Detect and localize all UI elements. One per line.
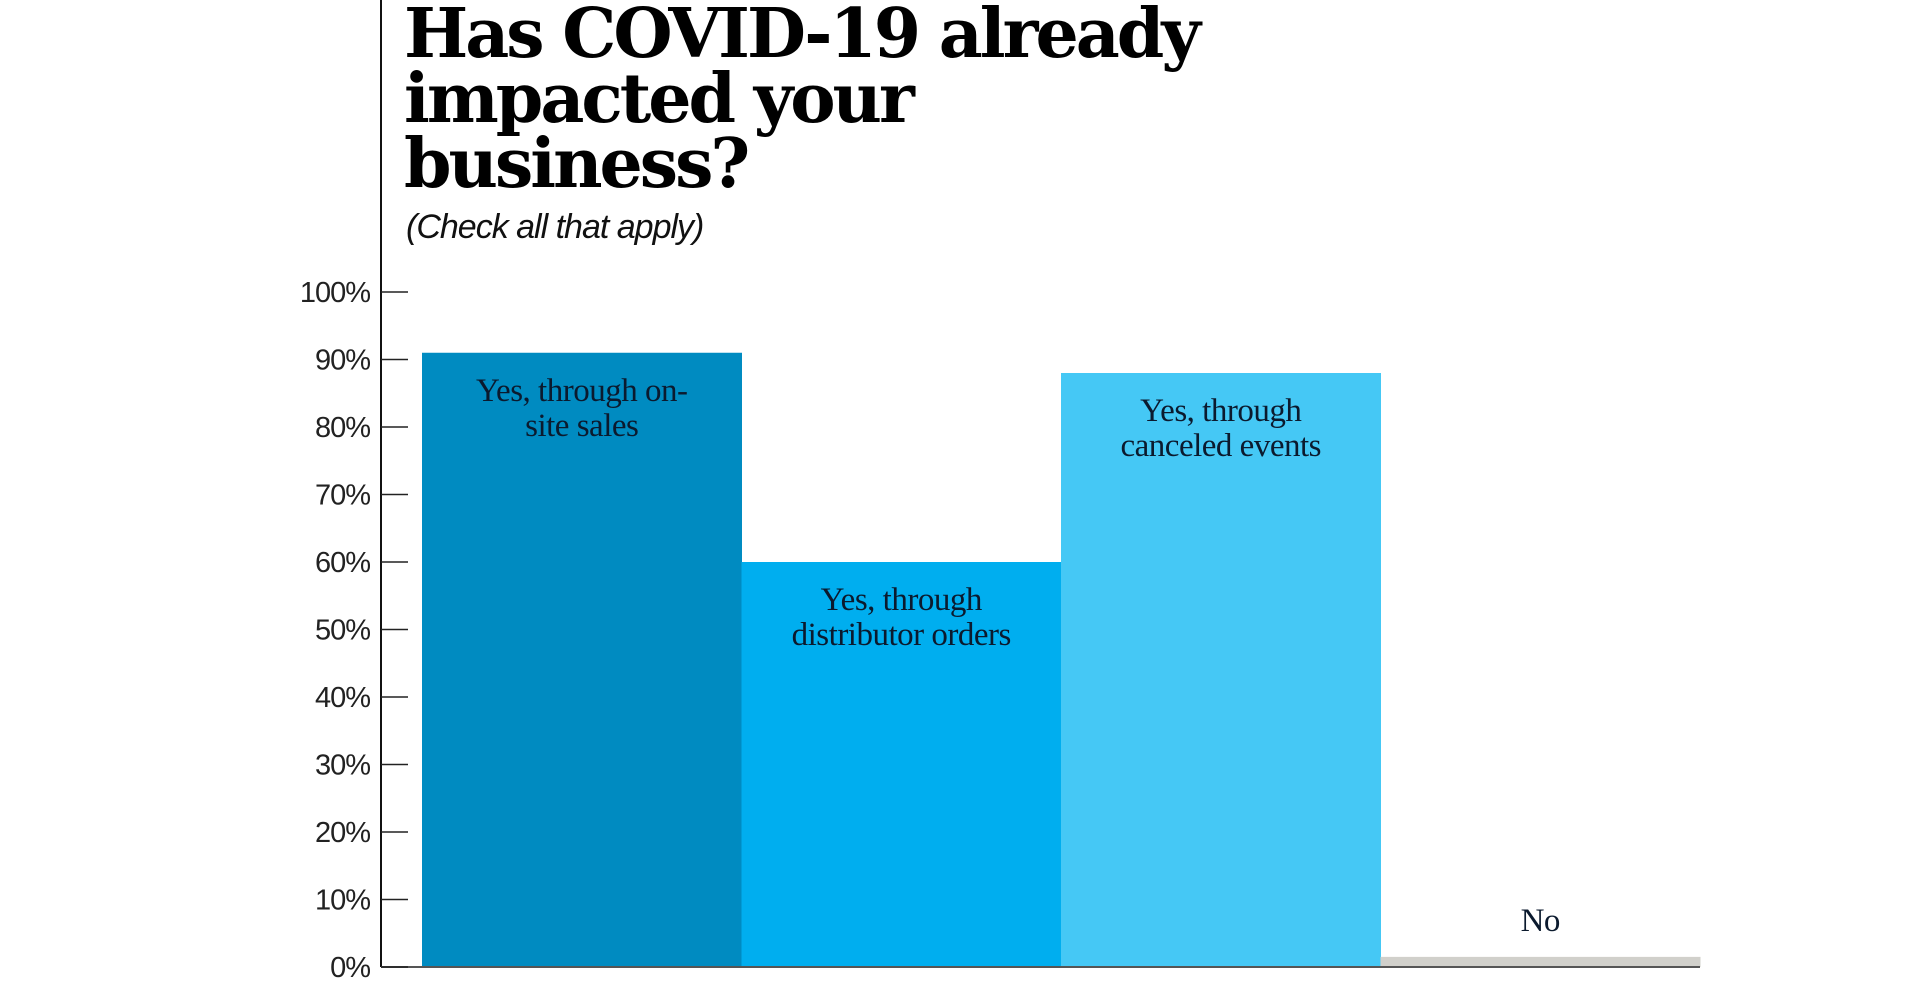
y-tick-label-7: 70%: [315, 480, 370, 512]
y-tick-label-5: 50%: [315, 615, 370, 647]
chart-subtitle: (Check all that apply): [406, 208, 704, 246]
y-tick-label-6: 60%: [315, 547, 370, 579]
bar-2: [1061, 373, 1381, 967]
y-tick-label-9: 90%: [315, 345, 370, 377]
chart-title: Has COVID-19 already impacted your busin…: [404, 0, 1201, 204]
bar-1: [741, 562, 1062, 967]
y-tick-label-2: 20%: [315, 817, 370, 849]
bar-label-0-1: site sales: [525, 408, 638, 444]
y-tick-label-1: 10%: [315, 885, 370, 917]
bar-label-2-1: canceled events: [1121, 428, 1321, 464]
y-tick-label-4: 40%: [315, 682, 370, 714]
y-tick-label-3: 30%: [315, 750, 370, 782]
bar-3: [1380, 956, 1701, 967]
y-tick-label-8: 80%: [315, 412, 370, 444]
bar-label-1-0: Yes, through: [821, 582, 983, 618]
bar-label-1-1: distributor orders: [792, 617, 1011, 653]
bar-label-2-0: Yes, through: [1140, 393, 1302, 429]
bar-0: [422, 352, 742, 967]
y-tick-label-10: 100%: [300, 277, 370, 309]
bar-label-0-0: Yes, through on-: [476, 373, 687, 409]
y-tick-label-0: 0%: [330, 952, 370, 984]
bar-label-3-0: No: [1521, 903, 1560, 939]
